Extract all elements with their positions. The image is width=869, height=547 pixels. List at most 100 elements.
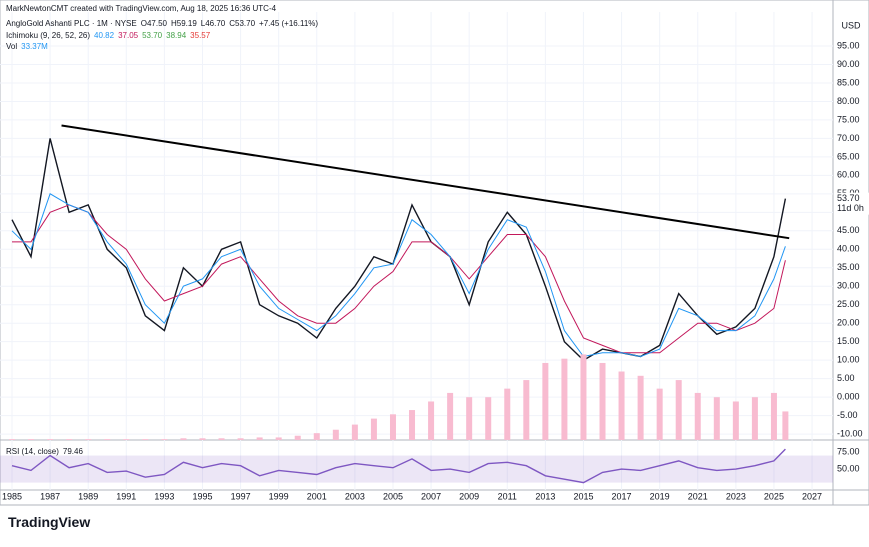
- indicator-value: 38.94: [166, 31, 187, 40]
- trendline: [61, 124, 790, 240]
- indicator-value: 53.70: [142, 31, 163, 40]
- volume-bar: [770, 392, 777, 440]
- rsi-tick-label: 75.00: [837, 447, 860, 457]
- volume-bar: [66, 439, 73, 440]
- volume-bar: [47, 439, 54, 440]
- volume-bar: [85, 439, 92, 440]
- volume-bar: [428, 401, 435, 440]
- volume-bar: [637, 375, 644, 440]
- y-tick-label: 80.00: [837, 96, 860, 106]
- x-tick-label: 1995: [192, 491, 212, 501]
- indicator-label: Ichimoku (9, 26, 52, 26): [6, 31, 91, 40]
- symbol-row: AngloGold Ashanti PLC · 1M · NYSE O47.50 H…: [6, 19, 322, 28]
- volume-bar: [580, 354, 587, 440]
- volume-bar: [237, 438, 244, 440]
- series-line: [11, 193, 786, 358]
- indicator-value: 37.05: [118, 31, 139, 40]
- volume-bar: [504, 388, 511, 440]
- y-tick-label: 35.00: [837, 262, 860, 272]
- x-tick-label: 2017: [612, 491, 632, 501]
- volume-bar: [199, 438, 206, 440]
- ohlc: C53.70: [229, 19, 256, 28]
- y-tick-label: 5.00: [837, 373, 855, 383]
- volume-bar: [389, 414, 396, 440]
- x-tick-label: 1991: [116, 491, 136, 501]
- volume-bar: [370, 418, 377, 440]
- y-tick-label: 25.00: [837, 299, 860, 309]
- frame: [0, 0, 869, 506]
- x-tick-label: 1989: [78, 491, 98, 501]
- x-tick-label: 1997: [231, 491, 251, 501]
- volume-bar: [542, 362, 549, 440]
- change: +7.45 (+16.11%): [259, 19, 319, 28]
- y-tick-label: 85.00: [837, 77, 860, 87]
- volume-bar: [294, 435, 301, 440]
- volume-bar: [782, 411, 789, 440]
- volume-bar: [351, 424, 358, 440]
- volume-bar: [180, 438, 187, 440]
- logo: TradingView: [8, 514, 91, 530]
- x-tick-label: 2009: [459, 491, 479, 501]
- ohlc: L46.70: [200, 19, 226, 28]
- volume-bar: [732, 401, 739, 440]
- series-line: [11, 448, 786, 484]
- ohlc: H59.19: [170, 19, 197, 28]
- series-line: [11, 138, 787, 362]
- volume-bar: [713, 397, 720, 440]
- x-tick-label: 2011: [498, 491, 517, 501]
- y-tick-label: 90.00: [837, 59, 860, 69]
- x-tick-label: 2015: [573, 491, 593, 501]
- volume-bar: [142, 439, 149, 440]
- y-tick-label: 65.00: [837, 151, 860, 161]
- indicator-value: 40.82: [94, 31, 115, 40]
- ohlc: O47.50: [140, 19, 167, 28]
- volume-bar: [485, 397, 492, 440]
- volume-bar: [618, 371, 625, 440]
- rsi-band: [0, 455, 833, 483]
- y-tick-label: 70.00: [837, 133, 860, 143]
- volume-bar: [161, 439, 168, 440]
- x-tick-label: 2019: [650, 491, 670, 501]
- x-tick-label: 2001: [307, 491, 327, 501]
- y-tick-label: 75.00: [837, 114, 860, 124]
- countdown: 11d 0h: [837, 203, 864, 213]
- symbol: AngloGold Ashanti PLC · 1M · NYSE: [6, 19, 137, 28]
- volume-bar: [466, 397, 473, 440]
- y-tick-label: 45.00: [837, 225, 860, 235]
- volume-bar: [694, 392, 701, 440]
- x-tick-label: 1987: [40, 491, 60, 501]
- volume-bar: [656, 388, 663, 440]
- x-tick-label: 2007: [421, 491, 441, 501]
- volume-bar: [409, 410, 416, 440]
- volume-bar: [751, 397, 758, 440]
- series-line: [12, 204, 786, 354]
- y-tick-label: 95.00: [837, 40, 860, 50]
- volume-bar: [218, 438, 225, 440]
- indicator-row: Ichimoku (9, 26, 52, 26) 40.82 37.05 53.70 3…: [6, 31, 214, 40]
- rsi-label: RSI (14, close): [6, 447, 59, 456]
- x-tick-label: 2013: [535, 491, 555, 501]
- volume-bar: [561, 358, 568, 440]
- x-tick-label: 1999: [269, 491, 289, 501]
- currency: USD: [841, 20, 861, 30]
- y-tick-label: -5.00: [837, 410, 858, 420]
- volume-bar: [313, 433, 320, 440]
- y-tick-label: 20.00: [837, 318, 860, 328]
- volume-bar: [123, 439, 130, 440]
- volume-bar: [9, 439, 16, 440]
- volume-bar: [447, 392, 454, 440]
- x-tick-label: 1993: [154, 491, 174, 501]
- attribution: MarkNewtonCMT created with TradingView.c…: [6, 4, 277, 13]
- volume-bar: [675, 380, 682, 440]
- x-tick-label: 2023: [726, 491, 746, 501]
- volume-bar: [523, 380, 530, 440]
- y-tick-label: 40.00: [837, 244, 860, 254]
- volume-bar: [332, 429, 339, 440]
- volume-bar: [256, 437, 263, 440]
- x-tick-label: 2025: [764, 491, 784, 501]
- y-tick-label: 0.000: [837, 392, 860, 402]
- x-tick-label: 2003: [345, 491, 365, 501]
- volume-label: Vol: [6, 42, 18, 51]
